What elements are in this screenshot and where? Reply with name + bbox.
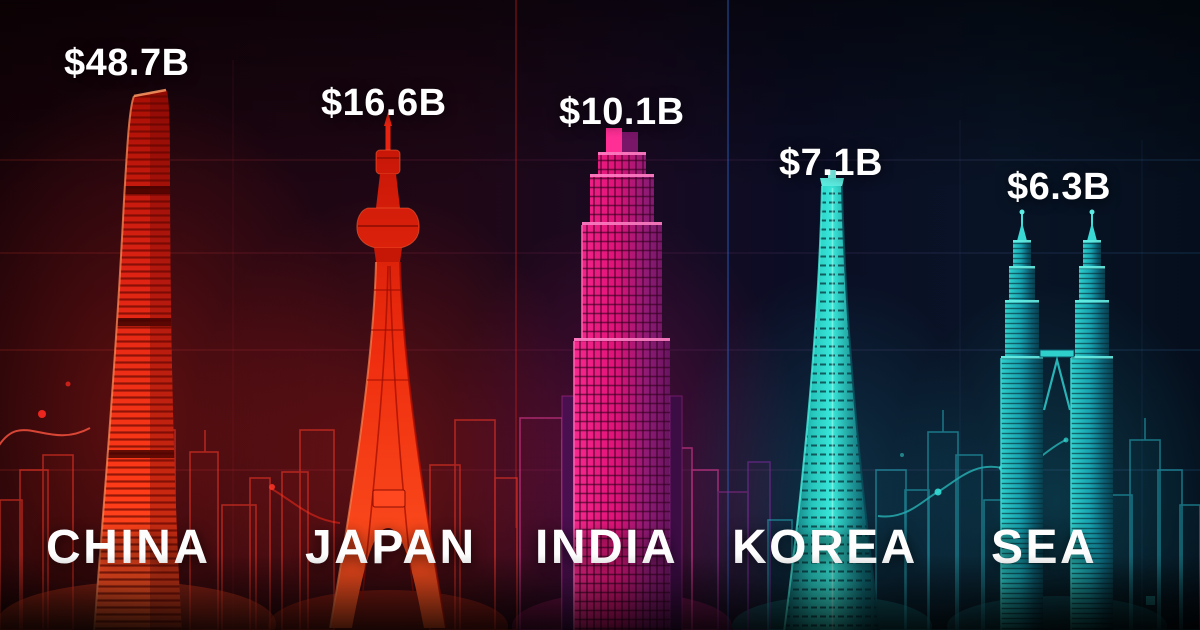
category-label-china: CHINA [46, 521, 211, 574]
category-label-korea: KOREA [732, 521, 918, 574]
value-label-japan: $16.6B [321, 82, 447, 124]
value-label-china: $48.7B [64, 42, 190, 84]
category-label-india: INDIA [535, 521, 679, 574]
category-label-sea: SEA [991, 521, 1098, 574]
value-label-sea: $6.3B [1007, 166, 1111, 208]
value-label-india: $10.1B [559, 91, 685, 133]
value-label-korea: $7.1B [779, 142, 883, 184]
category-label-japan: JAPAN [305, 521, 477, 574]
